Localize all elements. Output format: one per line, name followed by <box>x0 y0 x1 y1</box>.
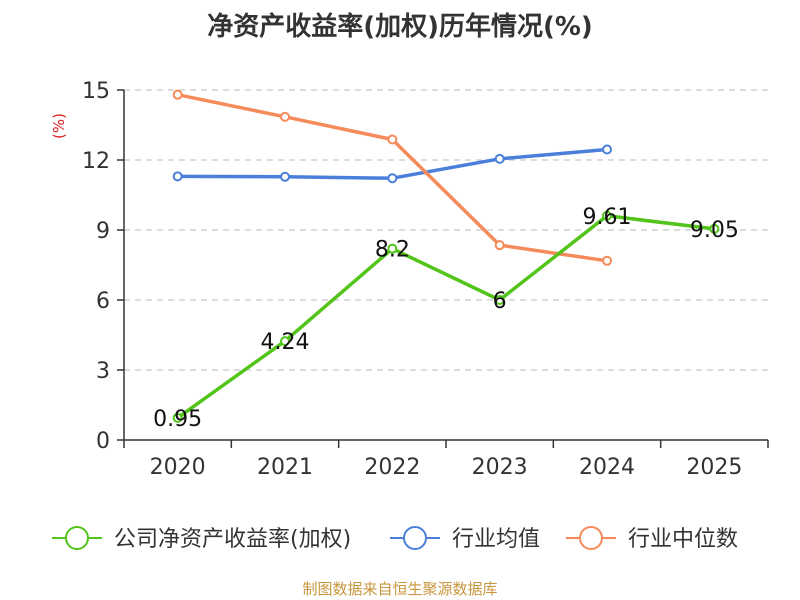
data-point[interactable] <box>172 89 183 100</box>
y-tick-label: 6 <box>96 289 110 314</box>
data-point[interactable] <box>494 240 505 251</box>
data-label: 8.2 <box>375 238 410 263</box>
data-label: 6 <box>493 289 507 314</box>
y-tick-label: 15 <box>82 79 110 104</box>
data-point[interactable] <box>280 171 290 182</box>
axes: 0 3 6 9 12 15 2020 2021 2022 2023 2024 2025 (%) <box>50 79 769 480</box>
legend-marker <box>403 526 427 550</box>
legend-label[interactable]: 行业中位数 <box>628 527 738 552</box>
data-point[interactable] <box>494 153 505 164</box>
chart-title: 净资产收益率(加权)历年情况(%) <box>207 12 593 42</box>
data-point[interactable] <box>709 223 720 234</box>
data-label: 9.05 <box>690 218 739 243</box>
series-lines <box>172 89 720 423</box>
x-tick-label: 2021 <box>257 455 313 480</box>
legend-label[interactable]: 行业均值 <box>452 527 540 552</box>
gridlines <box>124 89 768 371</box>
legend[interactable]: 公司净资产收益率(加权) 行业均值 行业中位数 <box>52 526 738 552</box>
data-label: 0.95 <box>153 407 202 432</box>
data-point[interactable] <box>280 111 290 122</box>
legend-marker <box>65 526 89 550</box>
data-point[interactable] <box>602 144 612 155</box>
data-point[interactable] <box>387 173 398 184</box>
data-point[interactable] <box>387 243 398 254</box>
data-point[interactable] <box>387 134 398 145</box>
x-tick-label: 2023 <box>472 455 528 480</box>
legend-label[interactable]: 公司净资产收益率(加权) <box>114 527 351 552</box>
x-tick-label: 2025 <box>686 455 742 480</box>
x-tick-label: 2022 <box>364 455 420 480</box>
data-source-note: 制图数据来自恒生聚源数据库 <box>302 580 498 598</box>
data-label: 4.24 <box>261 330 310 355</box>
y-tick-label: 12 <box>82 149 110 174</box>
data-point[interactable] <box>602 210 612 221</box>
data-point[interactable] <box>172 412 183 423</box>
data-point[interactable] <box>280 336 290 347</box>
data-point[interactable] <box>602 255 612 266</box>
series-line <box>176 214 715 420</box>
data-point[interactable] <box>494 295 505 305</box>
legend-marker <box>579 526 603 550</box>
data-label: 9.61 <box>583 205 632 230</box>
y-tick-label: 0 <box>96 429 110 454</box>
data-labels: 0.95 4.24 8.2 6 9.61 9.05 <box>153 205 739 432</box>
data-point[interactable] <box>172 171 183 182</box>
y-tick-label: 3 <box>96 359 110 384</box>
y-axis-unit: (%) <box>50 113 68 139</box>
y-tick-label: 9 <box>96 219 110 244</box>
x-tick-label: 2024 <box>579 455 635 480</box>
x-tick-label: 2020 <box>150 455 206 480</box>
